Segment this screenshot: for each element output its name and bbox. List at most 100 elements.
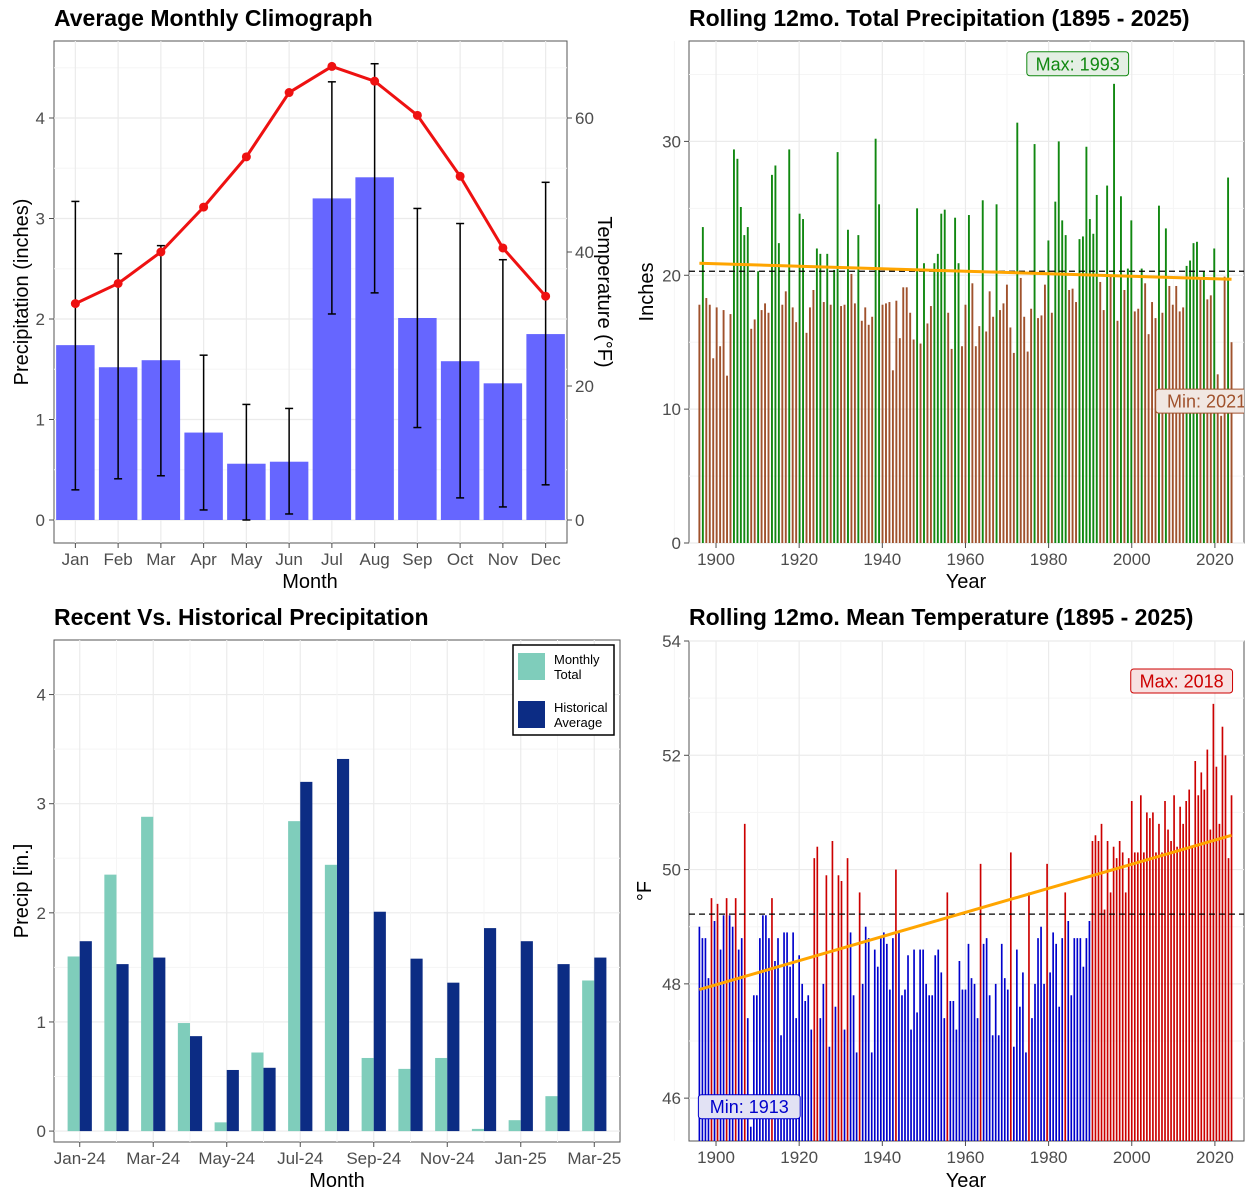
bar — [746, 1018, 749, 1141]
bar-historical-average — [484, 928, 497, 1132]
bar — [997, 1035, 1000, 1141]
bar — [807, 995, 810, 1141]
bar — [876, 966, 879, 1141]
x-tick-label: Apr — [190, 550, 217, 569]
bar — [1221, 726, 1224, 1141]
bar — [1149, 818, 1151, 1141]
bar — [822, 983, 825, 1141]
y-tick-label: 52 — [662, 746, 681, 765]
bar — [777, 243, 780, 543]
bar — [949, 1001, 952, 1141]
bar — [864, 307, 867, 543]
bar — [1085, 146, 1088, 543]
bar — [805, 332, 808, 543]
bar — [1050, 312, 1053, 543]
bar — [1003, 978, 1006, 1141]
temperature-point — [370, 76, 380, 86]
bar — [904, 989, 906, 1141]
annotation-label: Max: 2018 — [1140, 672, 1224, 692]
y-tick-label: 2 — [37, 904, 46, 923]
bar — [916, 208, 919, 543]
bar — [891, 370, 894, 543]
y-tick-label: 30 — [662, 132, 681, 151]
bar — [780, 1035, 782, 1141]
bar — [728, 915, 731, 1141]
bar-monthly-total — [398, 1068, 411, 1132]
bar — [1230, 342, 1233, 543]
y-tick-label: 0 — [36, 511, 45, 530]
bar — [1197, 795, 1200, 1141]
bar — [798, 213, 801, 543]
bar-historical-average — [373, 911, 386, 1132]
bar — [1168, 285, 1171, 543]
bar — [902, 287, 905, 543]
bar — [752, 995, 755, 1141]
bar — [1091, 841, 1094, 1141]
y-axis-title: Precipitation (inches) — [11, 199, 33, 386]
bar — [1158, 205, 1160, 543]
bar — [1179, 806, 1181, 1141]
bar — [722, 915, 725, 1141]
bar — [907, 955, 909, 1141]
bar — [1136, 852, 1139, 1141]
bar — [1078, 239, 1081, 543]
bar — [1075, 302, 1077, 543]
bar — [934, 955, 937, 1141]
bar — [985, 938, 988, 1141]
bar-historical-average — [226, 1069, 239, 1132]
bar — [940, 972, 943, 1141]
bar — [879, 938, 882, 1141]
bar — [736, 158, 739, 543]
bar — [1173, 795, 1175, 1141]
bar — [810, 1029, 813, 1141]
temperature-point — [455, 171, 465, 181]
bar — [746, 227, 749, 543]
x-tick-label: 2020 — [1196, 1148, 1234, 1167]
bar — [784, 291, 787, 543]
bar — [1158, 823, 1160, 1141]
y2-tick-label: 20 — [575, 377, 594, 396]
bar — [1076, 938, 1079, 1141]
bar — [1124, 892, 1127, 1141]
bar — [1206, 299, 1209, 543]
bar — [719, 949, 722, 1141]
bar — [1194, 761, 1197, 1141]
bar — [774, 165, 777, 543]
bar — [1170, 841, 1172, 1141]
bar — [1043, 983, 1045, 1141]
bar — [1000, 943, 1003, 1141]
y-axis-title: Inches — [636, 263, 658, 322]
chart-title: Rolling 12mo. Total Precipitation (1895 … — [689, 5, 1190, 31]
bar-monthly-total — [508, 1120, 521, 1132]
bar — [1095, 194, 1098, 543]
bar — [1097, 841, 1100, 1141]
bar — [1040, 926, 1042, 1141]
x-tick-label: Oct — [447, 550, 474, 569]
bar — [774, 961, 776, 1141]
bar — [870, 1052, 873, 1141]
bar — [704, 938, 707, 1141]
bar — [753, 319, 756, 543]
bar — [1006, 989, 1009, 1141]
bar — [801, 983, 804, 1141]
bar — [771, 898, 773, 1141]
bar — [1143, 852, 1145, 1141]
bar — [964, 989, 967, 1141]
bar-monthly-total — [141, 816, 154, 1132]
bar — [726, 375, 728, 543]
bar — [1047, 240, 1050, 543]
x-tick-label: Jan-24 — [54, 1149, 106, 1168]
y2-tick-label: 60 — [575, 109, 594, 128]
bar — [1178, 311, 1181, 543]
temperature-point — [412, 110, 422, 120]
temperature-point — [199, 202, 209, 212]
bar-historical-average — [300, 781, 313, 1132]
annotation-label: Min: 1913 — [710, 1097, 789, 1117]
bar — [792, 932, 794, 1141]
bar — [1023, 316, 1026, 543]
temperature-point — [241, 152, 251, 162]
bar — [967, 943, 970, 1141]
bar — [749, 1126, 752, 1141]
y-tick-label: 4 — [37, 686, 46, 705]
bar — [1067, 921, 1070, 1141]
